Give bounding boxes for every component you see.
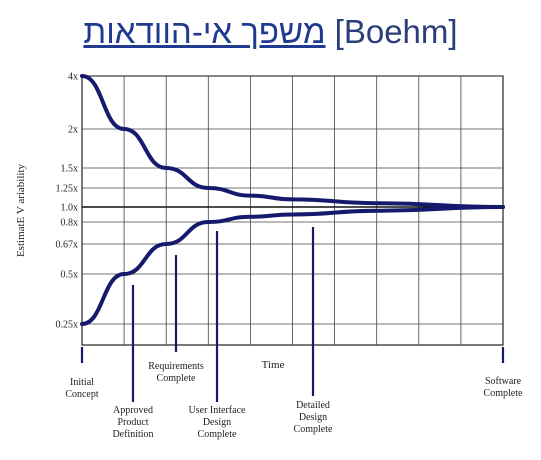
y-tick-label: 1.0x xyxy=(61,203,79,214)
x-axis-label: Time xyxy=(262,359,285,371)
milestone-label: User Interface Design Complete xyxy=(189,405,246,440)
milestone-label: Detailed Design Complete xyxy=(294,400,333,435)
milestone-label: Approved Product Definition xyxy=(112,405,153,440)
title-hebrew[interactable]: משפך אי-הוודאות xyxy=(83,13,326,50)
chart-series xyxy=(80,74,505,326)
milestone-label: Initial Concept xyxy=(65,377,99,400)
milestone-label: Software Complete xyxy=(484,376,523,399)
milestone-label: Requirements Complete xyxy=(148,361,204,384)
y-tick-label: 0.25x xyxy=(56,320,79,331)
y-tick-label: 4x xyxy=(68,72,78,83)
milestone-annotations: Initial Concept Approved Product Definition R… xyxy=(65,227,523,440)
title-latin: [Boehm] xyxy=(334,13,458,50)
upper-bound-line xyxy=(80,74,505,209)
y-tick-label: 2x xyxy=(68,125,78,136)
y-tick-label: 1.5x xyxy=(61,164,79,175)
page-title: משפך אי-הוודאות [Boehm] xyxy=(0,8,541,56)
y-tick-label: 0.67x xyxy=(56,240,79,251)
y-tick-labels: 4x 2x 1.5x 1.25x 1.0x 0.8x 0.67x 0.5x 0.25x xyxy=(56,72,79,331)
y-axis-label: EstimatE V ariability xyxy=(15,163,27,257)
y-tick-label: 0.5x xyxy=(61,270,79,281)
y-tick-label: 0.8x xyxy=(61,218,79,229)
y-tick-label: 1.25x xyxy=(56,184,79,195)
lower-bound-line xyxy=(80,205,505,326)
